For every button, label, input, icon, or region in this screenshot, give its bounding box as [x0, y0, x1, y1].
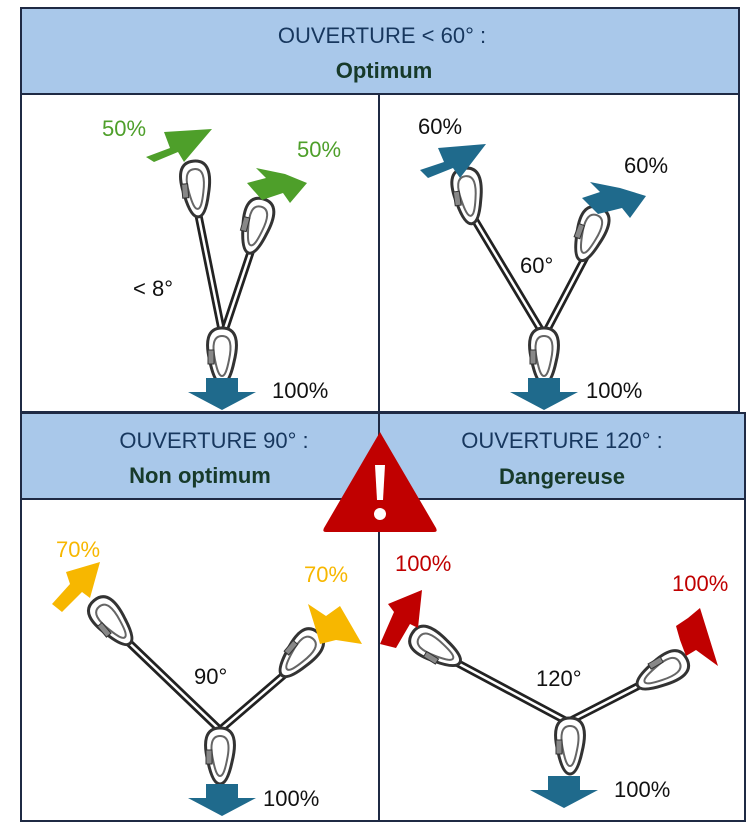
bottom-left-cell: [20, 498, 380, 822]
load-label-right-bottom-right: 100%: [672, 571, 728, 596]
load-label-right-bottom-left: 70%: [304, 562, 348, 587]
top-header-subtitle: Optimum: [336, 58, 433, 83]
load-arrow-left-bottom-right: [380, 590, 422, 648]
load-label-left-top-left: 50%: [102, 116, 146, 141]
bottom-left-header-subtitle: Non optimum: [129, 463, 271, 488]
angle-label-bottom-right: 120°: [536, 666, 582, 691]
sling-left-bottom-left: [118, 632, 224, 734]
load-label-bottom-top-left: 100%: [272, 378, 328, 403]
diagram-bottom-left: 70% 70% 90° 100%: [52, 537, 362, 816]
load-label-left-top-right: 60%: [418, 114, 462, 139]
load-arrow-right-bottom-left: [308, 604, 362, 644]
angle-label-top-left: < 8°: [133, 276, 173, 301]
bottom-left-header-box: [20, 412, 380, 500]
sling-left-top-left: [192, 199, 226, 336]
top-header-box: [20, 7, 740, 95]
load-arrow-right-bottom-right: [676, 608, 718, 666]
sling-left-bottom-right: [444, 654, 572, 726]
top-right-cell: [378, 93, 740, 413]
load-arrow-left-top-right: [420, 144, 486, 178]
sling-right-bottom-left: [216, 664, 296, 734]
sling-left-top-right: [466, 208, 546, 336]
load-arrow-left-bottom-left: [52, 562, 100, 612]
load-arrow-right-top-right: [582, 182, 646, 218]
bottom-left-header-title: OUVERTURE 90° :: [119, 428, 308, 453]
sling-right-top-right: [542, 252, 590, 336]
load-label-left-bottom-left: 70%: [56, 537, 100, 562]
load-arrow-left-top-left: [146, 129, 212, 162]
load-label-bottom-bottom-right: 100%: [614, 777, 670, 802]
load-label-right-top-left: 50%: [297, 137, 341, 162]
top-header-title: OUVERTURE < 60° :: [278, 23, 486, 48]
load-arrow-right-top-left: [247, 168, 307, 203]
sling-right-top-left: [220, 244, 256, 336]
diagram-top-right: 60% 60% 60° 100%: [418, 114, 668, 410]
load-label-left-bottom-right: 100%: [395, 551, 451, 576]
diagram-bottom-right: 100% 100% 120° 100%: [380, 551, 728, 808]
warning-triangle-icon: [323, 432, 437, 532]
top-left-cell: [20, 93, 380, 413]
sling-right-bottom-right: [564, 676, 654, 726]
angle-label-top-right: 60°: [520, 253, 553, 278]
angle-label-bottom-left: 90°: [194, 664, 227, 689]
load-label-bottom-bottom-left: 100%: [263, 786, 319, 811]
bottom-right-header-box: [378, 412, 746, 500]
bottom-right-header-subtitle: Dangereuse: [499, 464, 625, 489]
diagram-top-left: 50% 50% < 8° 100%: [102, 116, 341, 410]
load-label-bottom-top-right: 100%: [586, 378, 642, 403]
load-label-right-top-right: 60%: [624, 153, 668, 178]
bottom-right-header-title: OUVERTURE 120° :: [461, 428, 663, 453]
